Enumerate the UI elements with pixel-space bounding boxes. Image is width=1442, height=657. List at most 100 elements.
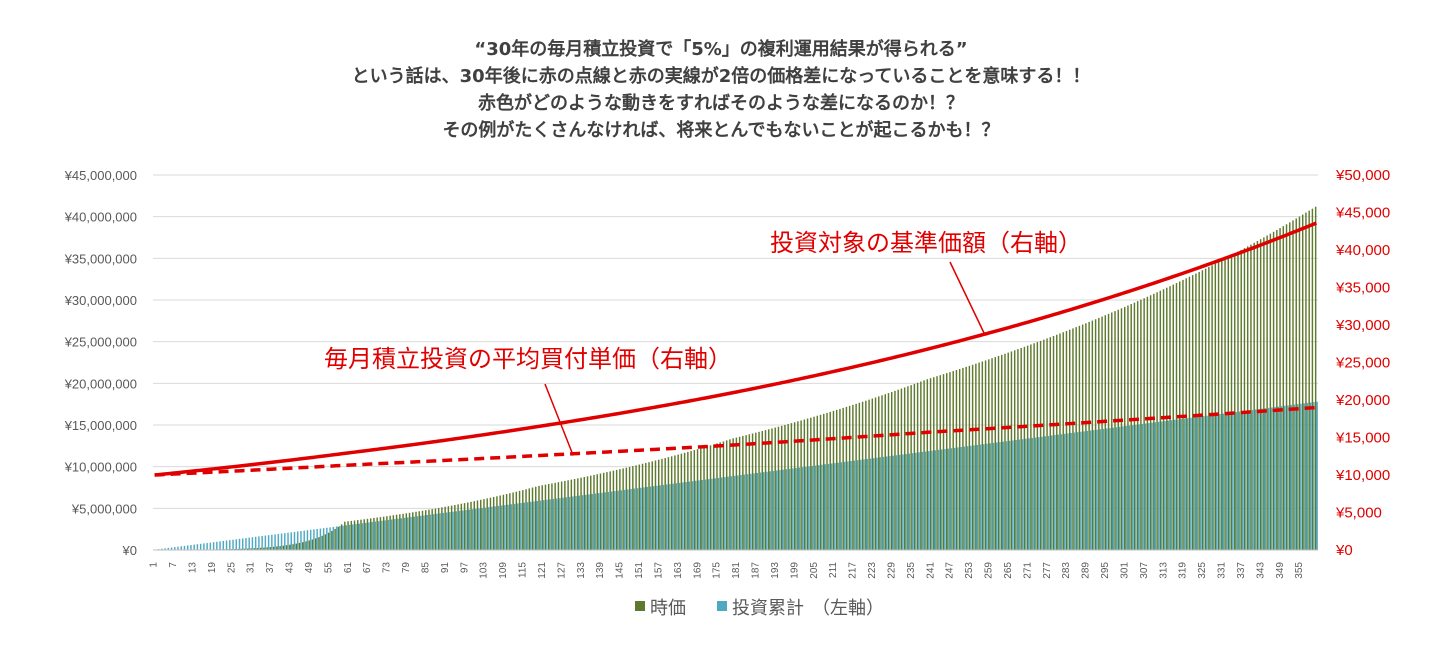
bar-market-value — [1117, 309, 1119, 550]
bar-cumulative — [1141, 423, 1144, 550]
bar-market-value — [680, 453, 683, 550]
bar-market-value — [1214, 263, 1217, 550]
bar-cumulative — [669, 484, 671, 550]
x-axis-tick: 271 — [1022, 562, 1033, 579]
bar-cumulative — [170, 547, 173, 550]
bar-cumulative — [1199, 416, 1202, 550]
bar-market-value — [344, 521, 346, 550]
bar-market-value — [1111, 312, 1113, 550]
bar-cumulative — [1254, 409, 1257, 550]
bar-cumulative — [695, 480, 697, 550]
bar-market-value — [923, 380, 925, 550]
bar-market-value — [933, 377, 935, 550]
x-axis-tick: 49 — [304, 562, 315, 574]
bar-cumulative — [1306, 402, 1309, 550]
bar-cumulative — [814, 465, 817, 550]
bar-market-value — [845, 406, 848, 550]
bar-cumulative — [1031, 437, 1034, 550]
x-axis-tick: 85 — [420, 562, 431, 574]
bar-market-value — [369, 518, 372, 550]
bar-cumulative — [682, 482, 684, 550]
bar-cumulative — [423, 515, 425, 550]
x-axis-tick: 295 — [1100, 562, 1111, 579]
bar-cumulative — [924, 451, 927, 550]
bar-cumulative — [332, 526, 335, 550]
bar-market-value — [910, 385, 912, 550]
bar-market-value — [337, 526, 340, 550]
bar-market-value — [1256, 240, 1259, 550]
bar-market-value — [1285, 224, 1288, 550]
bar-cumulative — [931, 450, 933, 550]
bar-market-value — [1246, 246, 1249, 550]
bar-market-value — [761, 430, 764, 550]
bar-cumulative — [636, 488, 639, 550]
bar-cumulative — [161, 548, 163, 550]
bar-cumulative — [458, 510, 461, 550]
bar-cumulative — [1021, 439, 1024, 550]
bar-cumulative — [640, 487, 642, 550]
bar-cumulative — [1251, 409, 1254, 550]
bar-cumulative — [905, 453, 907, 550]
legend-swatch-cumulative — [717, 601, 727, 611]
bar-cumulative — [377, 521, 380, 550]
bar-market-value — [324, 534, 327, 550]
bar-market-value — [350, 520, 353, 550]
bar-cumulative — [1089, 430, 1092, 550]
bar-market-value — [1188, 276, 1191, 550]
bar-market-value — [771, 428, 773, 550]
bar-cumulative — [1313, 402, 1315, 550]
bar-cumulative — [1261, 408, 1263, 550]
bar-market-value — [541, 485, 543, 550]
bar-cumulative — [471, 509, 474, 550]
bar-cumulative — [701, 479, 703, 550]
bar-market-value — [861, 401, 864, 550]
bar-cumulative — [533, 501, 535, 550]
bar-market-value — [810, 417, 812, 550]
bar-market-value — [1314, 206, 1317, 550]
bar-cumulative — [1232, 412, 1234, 550]
bar-market-value — [1043, 339, 1045, 550]
bar-cumulative — [1183, 418, 1186, 550]
bar-market-value — [657, 459, 660, 550]
bar-cumulative — [374, 521, 377, 550]
right-axis-tick: ¥40,000 — [1335, 242, 1390, 259]
bar-cumulative — [1060, 434, 1063, 550]
bar-cumulative — [284, 533, 286, 550]
bar-cumulative — [442, 512, 445, 550]
bar-market-value — [829, 411, 831, 550]
bar-cumulative — [1267, 407, 1270, 550]
bar-market-value — [311, 539, 314, 550]
bar-cumulative — [633, 488, 636, 550]
bar-cumulative — [1008, 440, 1011, 550]
bar-cumulative — [882, 456, 885, 550]
bar-market-value — [376, 517, 378, 550]
bar-market-value — [327, 532, 330, 550]
bar-cumulative — [1180, 418, 1182, 550]
bar-cumulative — [1099, 429, 1102, 550]
bar-cumulative — [646, 486, 648, 550]
bar-cumulative — [782, 469, 784, 550]
bar-market-value — [489, 497, 492, 550]
bar-cumulative — [659, 485, 661, 550]
bar-cumulative — [1248, 410, 1250, 550]
bar-cumulative — [1044, 436, 1047, 550]
bar-market-value — [522, 490, 524, 550]
bar-market-value — [1263, 237, 1265, 550]
bar-market-value — [1234, 253, 1236, 550]
bar-cumulative — [335, 526, 338, 550]
bar-cumulative — [245, 538, 247, 550]
bar-market-value — [946, 373, 948, 550]
bar-cumulative — [1028, 438, 1030, 550]
bar-cumulative — [232, 539, 234, 550]
bar-market-value — [713, 444, 715, 550]
bar-cumulative — [850, 460, 852, 550]
bar-market-value — [884, 394, 886, 550]
line-average-cost — [154, 405, 1317, 477]
bar-cumulative — [860, 459, 862, 550]
bar-cumulative — [371, 521, 373, 550]
bar-cumulative — [779, 470, 781, 550]
bar-cumulative — [222, 540, 225, 550]
bar-cumulative — [704, 479, 707, 550]
x-axis-tick: 301 — [1119, 562, 1130, 579]
bar-market-value — [813, 416, 815, 550]
